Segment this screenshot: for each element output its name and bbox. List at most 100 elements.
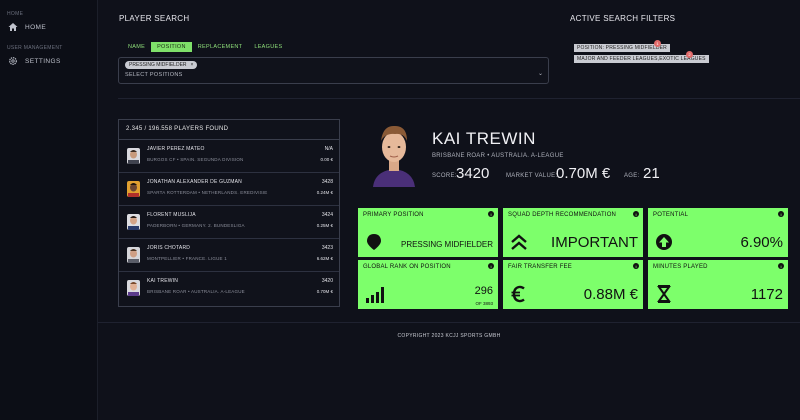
score-value: 3420: [456, 165, 490, 182]
tile-value: PRESSING MIDFIELDER: [400, 240, 493, 249]
age-value: 21: [643, 165, 660, 182]
info-icon[interactable]: i: [633, 263, 639, 269]
player-name: FLORENT MUSLIJA: [147, 212, 196, 218]
arrow-up-circle-icon: [656, 234, 672, 250]
search-tabs: NAME POSITION REPLACEMENT LEAGUES: [122, 42, 288, 52]
divider: [98, 322, 800, 323]
market-value: 0.70M €: [556, 165, 611, 182]
tile-label: POTENTIAL: [653, 212, 689, 218]
age-label: AGE:: [624, 173, 640, 179]
sidebar-section-home: HOME: [7, 11, 24, 17]
list-item[interactable]: JAVIER PEREZ MATEO BURGOS CF • SPAIN. SE…: [119, 140, 339, 173]
euro-icon: [511, 285, 525, 303]
signal-bars-icon: [366, 287, 384, 303]
tile-label: PRIMARY POSITION: [363, 212, 424, 218]
list-item[interactable]: JONATHAN ALEXANDER DE GUZMAN SPARTA ROTT…: [119, 173, 339, 206]
tile-value: 0.88M €: [583, 286, 638, 303]
player-name: JONATHAN ALEXANDER DE GUZMAN: [147, 179, 242, 185]
tile-label: MINUTES PLAYED: [653, 264, 708, 270]
player-name: KAI TREWIN: [147, 278, 179, 284]
score-label: SCORE:: [432, 173, 457, 179]
tile-minutes-played[interactable]: MINUTES PLAYED i 1172: [648, 260, 788, 309]
player-value: 0.25M €: [316, 223, 333, 228]
player-photo: [127, 181, 140, 197]
tile-value: 6.90%: [740, 234, 783, 251]
sidebar-section-user-management: USER MANAGEMENT: [7, 45, 63, 51]
results-count: 2.345 / 196.558 PLAYERS FOUND: [119, 120, 339, 140]
tile-value: 1172: [750, 286, 783, 303]
player-club: PADERBORN • GERMANY. 2. BUNDESLIGA: [147, 223, 245, 228]
player-photo: [127, 247, 140, 263]
profile-club: BRISBANE ROAR • AUSTRALIA. A-LEAGUE: [432, 153, 564, 159]
player-photo: [127, 280, 140, 296]
player-club: BRISBANE ROAR • AUSTRALIA. A-LEAGUE: [147, 289, 245, 294]
main-content: PLAYER SEARCH ACTIVE SEARCH FILTERS NAME…: [98, 0, 800, 420]
gear-icon: [9, 57, 17, 65]
tile-value: IMPORTANT: [551, 234, 638, 251]
player-name: JAVIER PEREZ MATEO: [147, 146, 205, 152]
close-icon[interactable]: ×: [190, 62, 194, 68]
info-icon[interactable]: i: [488, 211, 494, 217]
info-icon[interactable]: i: [778, 211, 784, 217]
tab-replacement[interactable]: REPLACEMENT: [197, 44, 243, 50]
list-item[interactable]: KAI TREWIN BRISBANE ROAR • AUSTRALIA. A-…: [119, 272, 339, 305]
player-score: 3423: [321, 245, 333, 251]
location-pin-icon: [367, 234, 381, 250]
market-value-label: MARKET VALUE:: [506, 173, 558, 179]
player-club: BURGOS CF • SPAIN. SEGUNDA DIVISION: [147, 157, 244, 162]
hourglass-icon: [657, 285, 671, 303]
list-item[interactable]: JORIS CHOTARD MONTPELLIER • FRANCE. LIGU…: [119, 239, 339, 272]
player-score: N/A: [324, 146, 333, 152]
tile-potential[interactable]: POTENTIAL i 6.90%: [648, 208, 788, 257]
info-icon[interactable]: i: [633, 211, 639, 217]
player-club: SPARTA ROTTERDAM • NETHERLANDS. EREDIVIS…: [147, 190, 268, 195]
filter-badge: 1: [654, 40, 661, 47]
tile-subvalue: OF 3893: [475, 301, 493, 306]
profile-name: KAI TREWIN: [432, 129, 536, 148]
page-title: PLAYER SEARCH: [119, 14, 190, 23]
player-photo: [127, 214, 140, 230]
player-value: 0.70M €: [316, 289, 333, 294]
profile-photo: [371, 119, 417, 187]
filter-badge: 2: [686, 51, 693, 58]
results-list: 2.345 / 196.558 PLAYERS FOUND JAVIER PER…: [118, 119, 340, 307]
filter-tag-leagues[interactable]: MAJOR AND FEEDER LEAGUES,EXOTIC LEAGUES: [574, 55, 709, 63]
player-value: 6.62M €: [316, 256, 333, 261]
chip-label: PRESSING MIDFIELDER: [129, 62, 187, 68]
player-value: 0.24M €: [316, 190, 333, 195]
tile-label: GLOBAL RANK ON POSITION: [363, 264, 451, 270]
active-filters-title: ACTIVE SEARCH FILTERS: [570, 14, 676, 23]
tab-name[interactable]: NAME: [128, 44, 146, 50]
home-icon: [8, 23, 18, 31]
tile-squad-depth[interactable]: SQUAD DEPTH RECOMMENDATION i IMPORTANT: [503, 208, 643, 257]
sidebar-item-label: SETTINGS: [25, 57, 61, 65]
tile-fair-transfer-fee[interactable]: FAIR TRANSFER FEE i 0.88M €: [503, 260, 643, 309]
player-photo: [127, 148, 140, 164]
player-value: 0.00 €: [320, 157, 333, 162]
tile-primary-position[interactable]: PRIMARY POSITION i PRESSING MIDFIELDER: [358, 208, 498, 257]
player-score: 3420: [321, 278, 333, 284]
double-chevron-up-icon: [511, 234, 527, 250]
chevron-down-icon[interactable]: ⌄: [537, 71, 543, 77]
info-icon[interactable]: i: [778, 263, 784, 269]
tab-leagues[interactable]: LEAGUES: [254, 44, 283, 50]
list-item[interactable]: FLORENT MUSLIJA PADERBORN • GERMANY. 2. …: [119, 206, 339, 239]
player-club: MONTPELLIER • FRANCE. LIGUE 1: [147, 256, 227, 261]
sidebar: HOME HOME USER MANAGEMENT SETTINGS: [0, 0, 98, 420]
filter-tag-position[interactable]: POSITION: PRESSING MIDFIELDER: [574, 44, 670, 52]
position-select[interactable]: PRESSING MIDFIELDER × SELECT POSITIONS ⌄: [118, 57, 549, 84]
tile-label: SQUAD DEPTH RECOMMENDATION: [508, 212, 617, 218]
position-chip[interactable]: PRESSING MIDFIELDER ×: [125, 61, 198, 69]
tile-label: FAIR TRANSFER FEE: [508, 264, 572, 270]
footer-copyright: COPYRIGHT 2023 KCJJ SPORTS GMBH: [397, 333, 501, 339]
tile-value: 296: [474, 285, 493, 297]
player-score: 3424: [321, 212, 333, 218]
tab-position[interactable]: POSITION: [151, 42, 192, 52]
sidebar-item-settings[interactable]: SETTINGS: [8, 56, 61, 66]
info-icon[interactable]: i: [488, 263, 494, 269]
divider: [118, 98, 800, 99]
tile-global-rank[interactable]: GLOBAL RANK ON POSITION i 296 OF 3893: [358, 260, 498, 309]
sidebar-item-label: HOME: [25, 23, 47, 31]
player-name: JORIS CHOTARD: [147, 245, 191, 251]
sidebar-item-home[interactable]: HOME: [8, 22, 46, 32]
